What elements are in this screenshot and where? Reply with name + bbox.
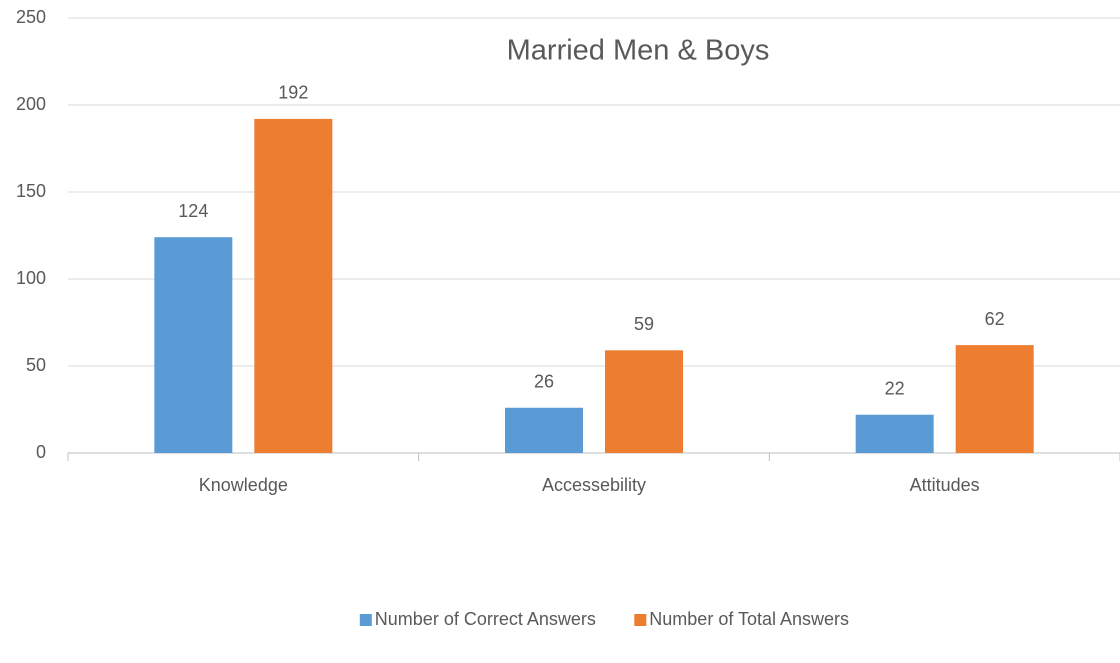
data-label: 192 — [278, 83, 308, 103]
y-tick-label: 100 — [16, 268, 46, 288]
x-tick-label: Knowledge — [199, 475, 288, 495]
y-tick-label: 250 — [16, 7, 46, 27]
x-tick-label: Accessebility — [542, 475, 646, 495]
data-label: 26 — [534, 372, 554, 392]
bar — [254, 118, 333, 454]
chart-title: Married Men & Boys — [507, 35, 770, 67]
bar — [955, 345, 1034, 453]
bar — [154, 237, 233, 453]
legend-label: Number of Correct Answers — [375, 609, 596, 629]
legend-label: Number of Total Answers — [649, 609, 849, 629]
data-label: 59 — [634, 314, 654, 334]
data-label: 124 — [178, 201, 208, 221]
y-tick-label: 0 — [36, 442, 46, 462]
data-label: 22 — [885, 378, 905, 398]
y-tick-label: 150 — [16, 181, 46, 201]
bar — [505, 407, 583, 453]
bar — [605, 350, 683, 453]
y-tick-label: 200 — [16, 94, 46, 114]
bar — [855, 414, 934, 453]
x-tick-label: Attitudes — [910, 475, 980, 495]
data-label: 62 — [985, 309, 1005, 329]
y-tick-label: 50 — [26, 355, 46, 375]
legend-swatch — [359, 614, 372, 626]
legend-swatch — [634, 614, 647, 626]
